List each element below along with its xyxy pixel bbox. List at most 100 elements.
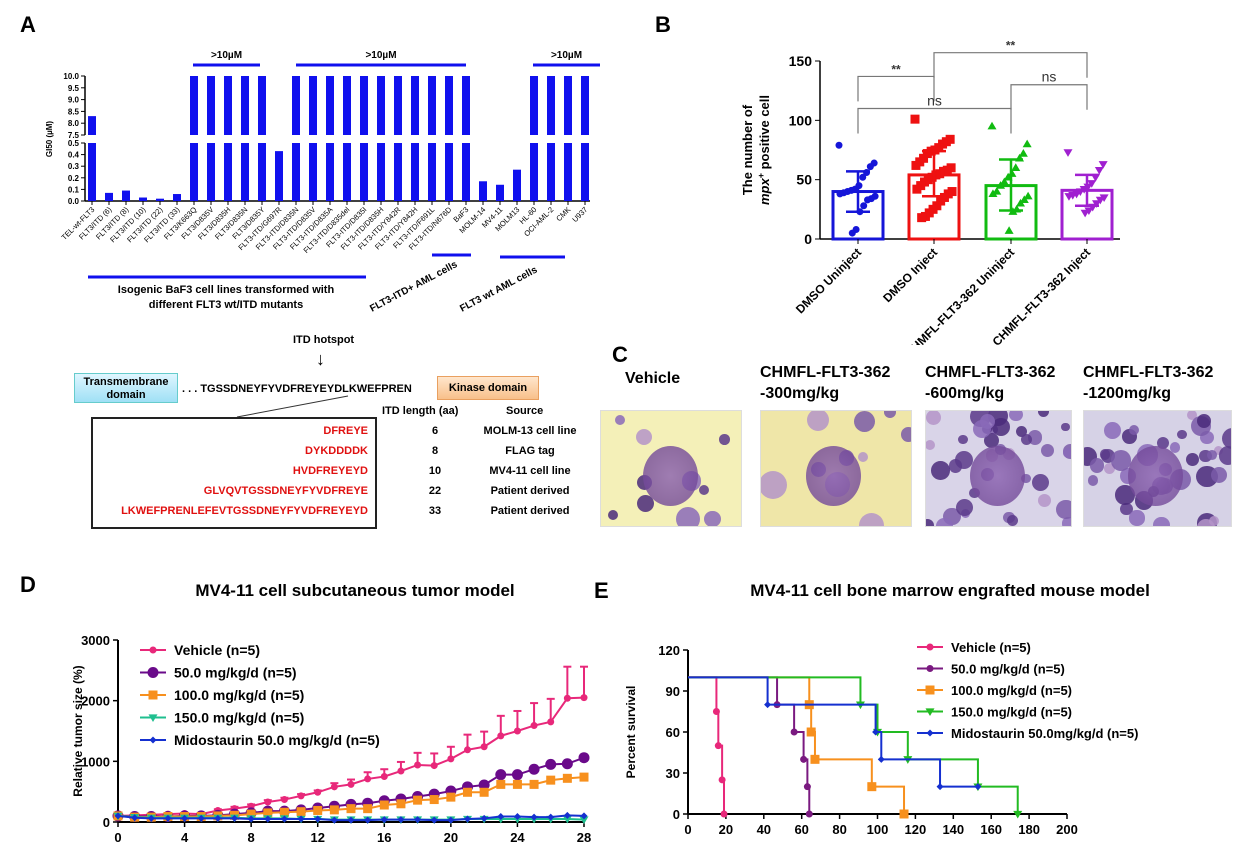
data-point — [1019, 195, 1029, 203]
data-point — [495, 769, 507, 781]
bar-upper — [564, 76, 572, 135]
bar — [326, 143, 334, 201]
y-tick-label: 0.4 — [68, 151, 80, 160]
data-point — [1063, 149, 1073, 157]
data-point — [430, 816, 438, 824]
y-axis-label: The number of mpx+ positive cell — [740, 95, 772, 205]
cell-blob — [1187, 411, 1198, 420]
panel-label-a: A — [20, 12, 36, 37]
legend-label: 100.0 mg/kg/d (n=5) — [174, 687, 304, 703]
cell-blob — [955, 498, 973, 516]
data-point — [247, 815, 255, 823]
data-point — [547, 718, 555, 726]
data-point — [720, 810, 728, 818]
cell-blob — [637, 495, 655, 513]
bar-upper — [547, 76, 555, 135]
data-point — [478, 779, 490, 791]
data-point — [866, 163, 874, 171]
data-point — [463, 787, 472, 797]
y-tick-label: 3000 — [81, 633, 110, 648]
data-point — [296, 807, 306, 817]
cell-blob — [1210, 467, 1227, 483]
y-tick-label: 7.5 — [68, 131, 80, 140]
cell-blob — [698, 485, 709, 496]
x-tick-label: 20 — [444, 830, 458, 845]
x-tick-label: 80 — [832, 822, 846, 837]
x-tick-label: 16 — [377, 830, 391, 845]
x-tick-label: DMSO Uninject — [793, 245, 864, 316]
cell-blob — [761, 470, 787, 499]
legend-marker — [148, 690, 158, 700]
cell-blob — [1152, 516, 1170, 526]
cell-blob — [1206, 450, 1217, 461]
itd-length-value: 33 — [428, 505, 442, 517]
data-point — [1016, 198, 1025, 207]
data-point — [429, 795, 439, 805]
series-line — [688, 676, 1019, 814]
y-tick-label: 0.2 — [68, 174, 80, 183]
data-point — [280, 815, 288, 823]
itd-source-value: Patient derived — [490, 485, 570, 497]
data-point — [988, 189, 998, 198]
bar-upper — [343, 76, 351, 135]
data-point — [974, 783, 982, 791]
data-point — [497, 813, 505, 821]
data-point — [246, 809, 256, 819]
data-point — [264, 815, 272, 823]
data-point — [917, 213, 927, 223]
data-point — [346, 804, 356, 814]
micrograph-image — [1083, 410, 1232, 527]
data-point — [480, 743, 488, 751]
bar-upper — [530, 76, 538, 135]
cell-blob — [1009, 411, 1023, 422]
data-point — [1075, 188, 1085, 197]
x-tick-label: 180 — [1018, 822, 1040, 837]
data-point — [330, 783, 338, 791]
bar — [139, 197, 147, 201]
data-point — [1022, 139, 1032, 148]
itd-sequence-row: DYKDDDDK — [305, 445, 368, 457]
legend-label: Midostaurin 50.0mg/kg/d (n=5) — [951, 726, 1138, 741]
bar — [479, 181, 487, 201]
bar — [224, 143, 232, 201]
bar — [207, 143, 215, 201]
data-point — [530, 813, 538, 821]
cell-blob — [1128, 425, 1139, 436]
data-point — [330, 816, 338, 824]
y-tick-label: 0.5 — [68, 139, 80, 148]
data-point — [562, 815, 572, 824]
cell-blob — [1015, 426, 1027, 438]
data-point — [563, 811, 571, 819]
data-point — [513, 727, 521, 735]
data-point — [580, 812, 588, 820]
cell-blob — [675, 507, 700, 526]
data-point — [114, 812, 122, 820]
itd-sequence-box — [91, 417, 377, 529]
itd-length-value: 22 — [428, 485, 442, 497]
series-line — [688, 676, 811, 814]
data-point — [580, 694, 588, 702]
legend-label: 150.0 mg/kg/d (n=5) — [951, 705, 1072, 720]
cell-blob — [1186, 453, 1199, 467]
cell-blob — [719, 434, 730, 445]
bar — [445, 143, 453, 201]
y-tick-label: 2000 — [81, 694, 110, 709]
data-point — [347, 780, 355, 788]
down-arrow-icon: ↓ — [316, 349, 325, 369]
itd-source-value: Patient derived — [490, 505, 570, 517]
data-point — [313, 805, 323, 815]
cell-blob — [853, 411, 876, 433]
significance-bracket — [857, 107, 1012, 134]
data-point — [181, 814, 189, 822]
bar-upper — [224, 76, 232, 135]
y-tick-label: 100 — [789, 112, 813, 128]
large-cell-blob — [969, 445, 1025, 506]
data-point — [364, 816, 372, 824]
data-point — [464, 746, 471, 754]
data-point — [363, 804, 373, 814]
data-point — [379, 800, 389, 810]
y-tick-label: 0.3 — [68, 162, 80, 171]
cell-blob — [1040, 443, 1054, 458]
cell-blob — [1169, 442, 1181, 454]
bar — [156, 198, 164, 201]
